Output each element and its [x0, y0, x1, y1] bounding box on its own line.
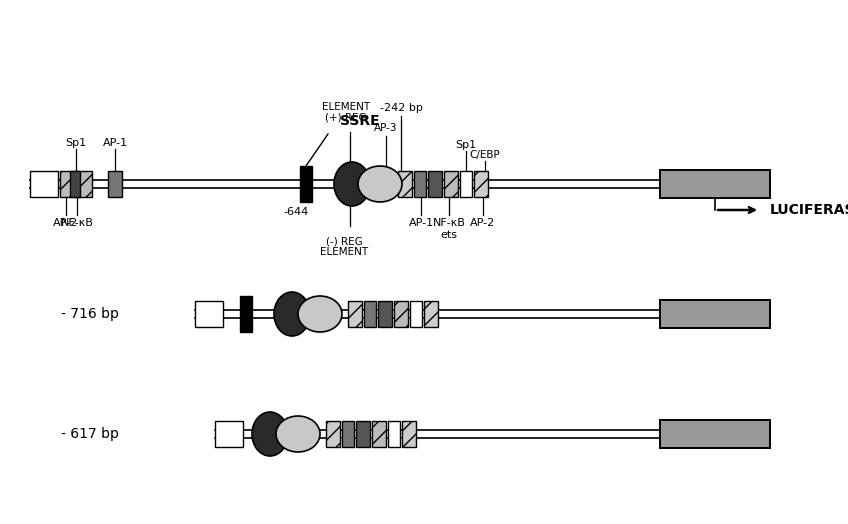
Bar — [70, 171, 80, 197]
Bar — [394, 301, 408, 327]
Text: LUCIFERASE: LUCIFERASE — [770, 203, 848, 217]
Bar — [108, 171, 122, 197]
Text: ELEMENT: ELEMENT — [320, 247, 368, 257]
Bar — [348, 301, 362, 327]
Bar — [372, 421, 386, 447]
Text: -242 bp: -242 bp — [380, 103, 422, 113]
Text: (+) REG: (+) REG — [325, 112, 367, 122]
Ellipse shape — [298, 296, 342, 332]
Bar — [460, 171, 472, 197]
Bar — [356, 421, 370, 447]
Ellipse shape — [274, 292, 310, 336]
Bar — [388, 421, 400, 447]
Text: Sp1: Sp1 — [65, 138, 86, 148]
Bar — [414, 171, 426, 197]
Bar — [195, 301, 223, 327]
Ellipse shape — [358, 166, 402, 202]
Text: AP-1: AP-1 — [103, 138, 127, 148]
Text: (-) REG: (-) REG — [326, 236, 362, 246]
Text: -644: -644 — [283, 207, 309, 217]
Bar — [410, 301, 422, 327]
Bar — [402, 421, 416, 447]
Text: NF-κB: NF-κB — [432, 218, 466, 228]
Text: AP-3: AP-3 — [374, 123, 398, 133]
Ellipse shape — [334, 162, 370, 206]
Bar — [660, 420, 770, 448]
Bar — [444, 171, 458, 197]
Text: Sp1: Sp1 — [455, 140, 477, 150]
Bar — [215, 421, 243, 447]
Bar — [428, 171, 442, 197]
Text: NF-κB: NF-κB — [60, 218, 93, 228]
Text: ets: ets — [440, 230, 458, 240]
Text: ELEMENT: ELEMENT — [322, 102, 370, 112]
Bar — [326, 421, 340, 447]
Text: SSRE: SSRE — [340, 114, 380, 128]
Ellipse shape — [276, 416, 320, 452]
Bar — [342, 421, 354, 447]
Bar — [660, 170, 770, 198]
Text: C/EBP: C/EBP — [470, 150, 500, 160]
Text: AP-2: AP-2 — [471, 218, 495, 228]
Bar — [60, 171, 92, 197]
Bar — [660, 300, 770, 328]
Text: AP-1: AP-1 — [409, 218, 433, 228]
Text: AP-2: AP-2 — [53, 218, 79, 228]
Text: - 716 bp: - 716 bp — [61, 307, 119, 321]
Bar — [398, 171, 412, 197]
Bar — [378, 301, 392, 327]
Bar — [364, 301, 376, 327]
Bar — [424, 301, 438, 327]
Bar — [240, 296, 252, 332]
Ellipse shape — [252, 412, 288, 456]
Bar — [300, 166, 312, 202]
Text: - 617 bp: - 617 bp — [61, 427, 119, 441]
Bar — [30, 171, 58, 197]
Bar — [474, 171, 488, 197]
